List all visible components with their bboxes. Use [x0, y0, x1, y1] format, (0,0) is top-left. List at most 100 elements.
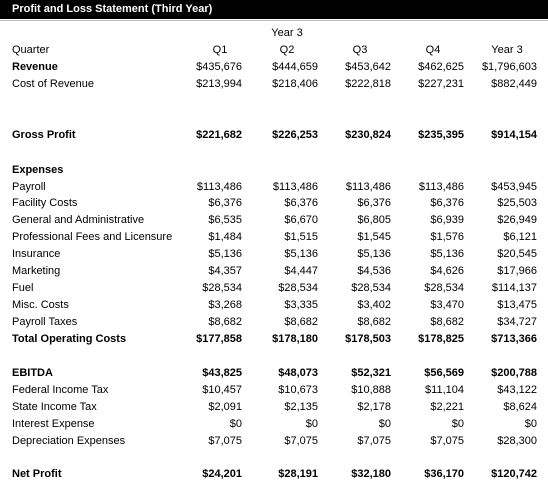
cell-value: $13,475	[497, 299, 537, 311]
row-label: Federal Income Tax	[12, 384, 109, 396]
row-label: Cost of Revenue	[12, 78, 94, 90]
cell-value: $56,569	[424, 367, 464, 379]
cell-value: $435,676	[196, 61, 242, 73]
cell-value: $178,825	[418, 333, 464, 345]
cell-value: $230,824	[345, 129, 391, 141]
cell-value: $48,073	[278, 367, 318, 379]
cell-value: $1,484	[208, 231, 242, 243]
cell-value: $444,659	[272, 61, 318, 73]
cell-value: $113,486	[196, 181, 242, 193]
cell-value: $213,994	[196, 78, 242, 90]
cell-value: $6,376	[208, 197, 242, 209]
cell-value: $5,136	[430, 248, 464, 260]
cell-value: $28,534	[202, 282, 242, 294]
cell-value: $43,122	[497, 384, 537, 396]
cell-value: $0	[378, 418, 391, 430]
cell-value: $5,136	[208, 248, 242, 260]
cell-value: $0	[451, 418, 464, 430]
cell-value: $8,682	[208, 316, 242, 328]
column-header: Q4	[425, 44, 441, 56]
cell-value: $10,673	[278, 384, 318, 396]
cell-value: $7,075	[357, 435, 391, 447]
cell-value: $4,626	[430, 265, 464, 277]
cell-value: $4,357	[208, 265, 242, 277]
cell-value: $7,075	[208, 435, 242, 447]
row-label: Marketing	[12, 265, 61, 277]
cell-value: $4,536	[357, 265, 391, 277]
row-label: Revenue	[12, 61, 58, 73]
cell-value: $7,075	[430, 435, 464, 447]
cell-value: $6,670	[284, 214, 318, 226]
cell-value: $43,825	[202, 367, 242, 379]
cell-value: $52,321	[351, 367, 391, 379]
cell-value: $113,486	[345, 181, 391, 193]
cell-value: $6,939	[430, 214, 464, 226]
cell-value: $0	[524, 418, 537, 430]
cell-value: $2,221	[430, 401, 464, 413]
column-header: Q2	[279, 44, 295, 56]
cell-value: $10,888	[351, 384, 391, 396]
cell-value: $120,742	[491, 468, 537, 480]
cell-value: $1,576	[430, 231, 464, 243]
cell-value: $28,534	[351, 282, 391, 294]
row-label: Interest Expense	[12, 418, 95, 430]
cell-value: $113,486	[272, 181, 318, 193]
cell-value: $1,796,603	[481, 61, 537, 73]
cell-value: $3,402	[357, 299, 391, 311]
column-header: Q3	[352, 44, 368, 56]
cell-value: $2,091	[208, 401, 242, 413]
cell-value: $10,457	[202, 384, 242, 396]
title-rule	[0, 20, 548, 21]
cell-value: $114,137	[491, 282, 537, 294]
row-label: Payroll Taxes	[12, 316, 78, 328]
cell-value: $0	[305, 418, 318, 430]
row-label: Payroll	[12, 181, 46, 193]
row-label: Total Operating Costs	[12, 333, 127, 345]
cell-value: $6,805	[357, 214, 391, 226]
row-label: Facility Costs	[12, 197, 78, 209]
cell-value: $227,231	[418, 78, 464, 90]
row-label: General and Administrative	[12, 214, 145, 226]
cell-value: $200,788	[491, 367, 537, 379]
cell-value: $26,949	[497, 214, 537, 226]
group-label: Year 3	[271, 27, 303, 39]
cell-value: $25,503	[497, 197, 537, 209]
cell-value: $11,104	[425, 384, 464, 396]
row-label: Expenses	[12, 164, 64, 176]
cell-value: $453,642	[345, 61, 391, 73]
cell-value: $3,470	[430, 299, 464, 311]
row-label: Net Profit	[12, 468, 62, 480]
cell-value: $28,191	[278, 468, 318, 480]
cell-value: $3,335	[284, 299, 318, 311]
row-label: Gross Profit	[12, 129, 76, 141]
cell-value: $36,170	[424, 468, 464, 480]
column-header: Q1	[212, 44, 228, 56]
cell-value: $462,625	[418, 61, 464, 73]
row-label: Insurance	[12, 248, 61, 260]
cell-value: $713,366	[491, 333, 537, 345]
cell-value: $882,449	[491, 78, 537, 90]
cell-value: $221,682	[196, 129, 242, 141]
cell-value: $8,624	[503, 401, 537, 413]
cell-value: $226,253	[272, 129, 318, 141]
row-label: Depreciation Expenses	[12, 435, 126, 447]
cell-value: $914,154	[491, 129, 537, 141]
cell-value: $5,136	[284, 248, 318, 260]
cell-value: $453,945	[491, 181, 537, 193]
cell-value: $2,135	[284, 401, 318, 413]
cell-value: $235,395	[418, 129, 464, 141]
title: Profit and Loss Statement (Third Year)	[12, 3, 213, 15]
cell-value: $6,121	[503, 231, 537, 243]
row-label: Misc. Costs	[12, 299, 69, 311]
cell-value: $6,376	[357, 197, 391, 209]
row-header: Quarter	[12, 44, 50, 56]
cell-value: $178,503	[345, 333, 391, 345]
title-bar	[0, 0, 548, 19]
cell-value: $28,534	[278, 282, 318, 294]
cell-value: $0	[229, 418, 242, 430]
row-label: Fuel	[12, 282, 34, 294]
cell-value: $1,545	[357, 231, 391, 243]
cell-value: $7,075	[284, 435, 318, 447]
cell-value: $3,268	[208, 299, 242, 311]
